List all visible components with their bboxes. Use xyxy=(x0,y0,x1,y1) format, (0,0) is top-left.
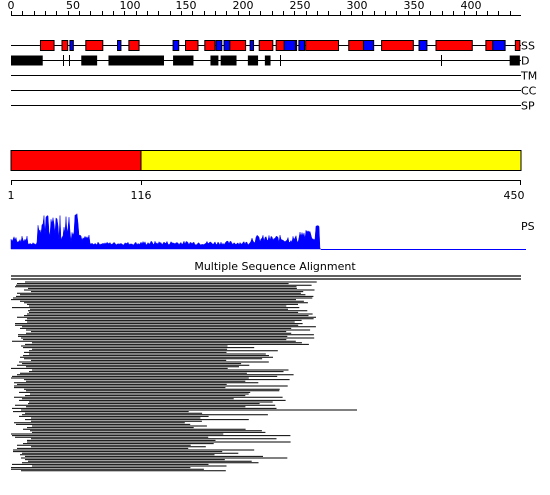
disorder-features xyxy=(11,55,520,66)
ps-track-label: PS xyxy=(521,220,535,233)
ruler-ticks xyxy=(11,11,511,15)
disorder-region[interactable] xyxy=(210,55,219,66)
helix-segment[interactable] xyxy=(381,40,414,51)
domain-label-boundary: 116 xyxy=(131,189,152,202)
disorder-track: D xyxy=(11,55,529,68)
helix-segment[interactable] xyxy=(435,40,473,51)
disorder-region[interactable] xyxy=(81,55,98,66)
strand-segment[interactable] xyxy=(492,40,506,51)
strand-segment[interactable] xyxy=(69,40,74,51)
domain-segment-2[interactable] xyxy=(140,150,522,171)
disorder-region[interactable] xyxy=(108,55,164,66)
strand-segment[interactable] xyxy=(223,40,231,51)
strand-segment[interactable] xyxy=(172,40,180,51)
disorder-region[interactable] xyxy=(247,55,259,66)
ruler-label-150: 150 xyxy=(176,0,197,12)
sp-track: SP xyxy=(11,100,535,113)
helix-segment[interactable] xyxy=(258,40,274,51)
disorder-track-label: D xyxy=(521,55,529,68)
ruler-label-200: 200 xyxy=(233,0,254,12)
strand-segment[interactable] xyxy=(362,40,375,51)
ps-track: PS xyxy=(10,213,535,250)
strand-segment[interactable] xyxy=(249,40,255,51)
domain-segment-1[interactable] xyxy=(10,150,142,171)
ss-features xyxy=(39,40,521,51)
helix-segment[interactable] xyxy=(128,40,140,51)
helix-segment[interactable] xyxy=(185,40,199,51)
ruler-label-250: 250 xyxy=(290,0,311,12)
helix-segment[interactable] xyxy=(229,40,247,51)
ruler-label-100: 100 xyxy=(120,0,141,12)
cc-track-label: CC xyxy=(521,85,537,98)
helix-segment[interactable] xyxy=(204,40,216,51)
ruler-label-0: 0 xyxy=(8,0,15,12)
ruler-label-300: 300 xyxy=(347,0,368,12)
helix-segment[interactable] xyxy=(348,40,364,51)
disorder-region[interactable] xyxy=(264,55,271,66)
strand-segment[interactable] xyxy=(283,40,296,51)
strand-segment[interactable] xyxy=(418,40,428,51)
tm-track-label: TM xyxy=(520,70,537,83)
ss-track-label: SS xyxy=(521,40,535,53)
strand-segment[interactable] xyxy=(215,40,223,51)
msa-panel: Multiple Sequence Alignment xyxy=(11,260,521,472)
msa-title: Multiple Sequence Alignment xyxy=(194,260,356,273)
helix-segment[interactable] xyxy=(305,40,340,51)
disorder-region[interactable] xyxy=(11,55,43,66)
tm-track: TM xyxy=(11,70,537,83)
disorder-region[interactable] xyxy=(509,55,520,66)
strand-segment[interactable] xyxy=(117,40,122,51)
disorder-region[interactable] xyxy=(173,55,194,66)
domain-label-end: 450 xyxy=(504,189,525,202)
ruler-label-400: 400 xyxy=(461,0,482,12)
disorder-region[interactable] xyxy=(220,55,237,66)
ruler-label-50: 50 xyxy=(66,0,80,12)
helix-segment[interactable] xyxy=(514,40,521,51)
helix-segment[interactable] xyxy=(61,40,69,51)
domain-label-start: 1 xyxy=(8,189,15,202)
helix-segment[interactable] xyxy=(85,40,104,51)
helix-segment[interactable] xyxy=(39,40,55,51)
cc-track: CC xyxy=(11,85,537,98)
ruler-label-350: 350 xyxy=(404,0,425,12)
strand-segment[interactable] xyxy=(298,40,306,51)
ps-profile-area xyxy=(10,213,321,250)
msa-lines xyxy=(11,275,521,472)
position-ruler: 0 50 100 150 200 250 300 350 400 xyxy=(8,0,521,16)
ss-track: SS xyxy=(11,40,535,53)
domain-bar: 1 116 450 xyxy=(8,150,525,202)
sp-track-label: SP xyxy=(521,100,535,113)
